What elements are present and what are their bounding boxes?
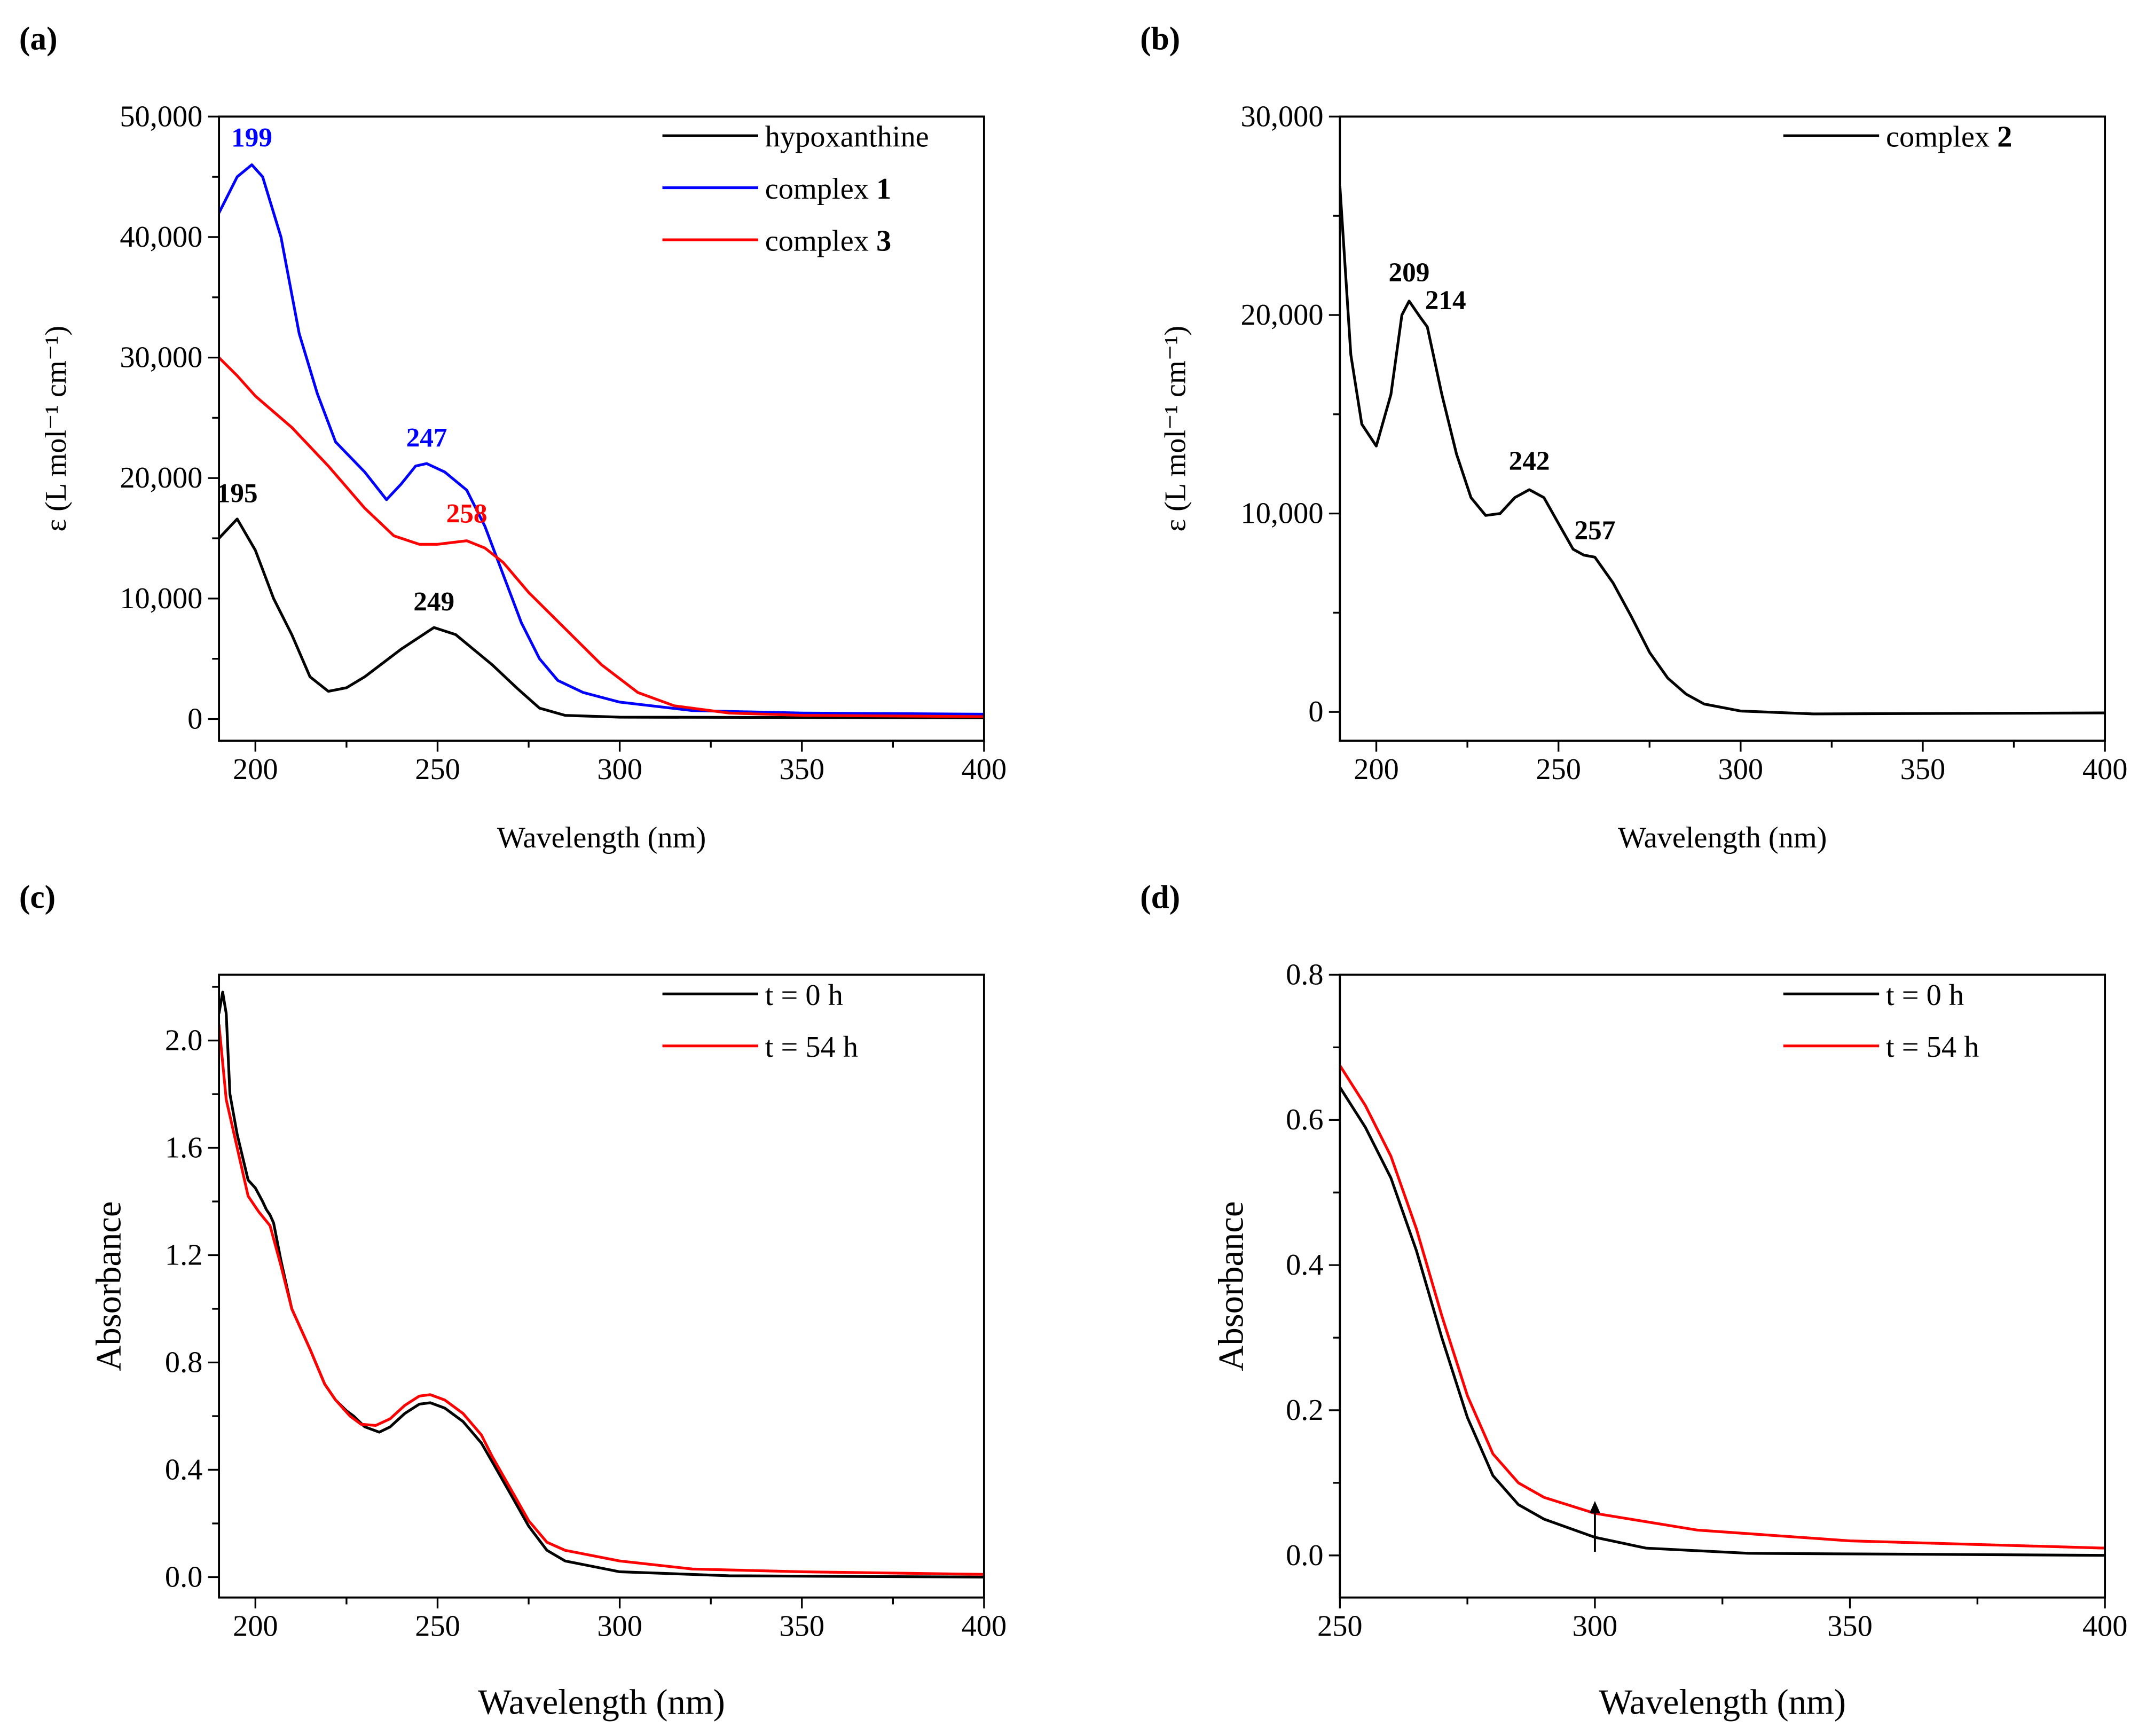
- x-axis-title: Wavelength (nm): [478, 1683, 725, 1722]
- x-axis-title: Wavelength (nm): [1599, 1683, 1846, 1722]
- peak-label: 242: [1509, 446, 1550, 476]
- peak-label: 249: [413, 586, 454, 617]
- series-line-2: [219, 356, 984, 718]
- chart-panel-b: (b) complex 2 200 250 300 350 400 0 10,000 20,000…: [1140, 21, 2127, 854]
- x-tick-label: 200: [1354, 753, 1399, 786]
- x-tick-label: 250: [1536, 753, 1581, 786]
- y-tick-label: 10,000: [120, 582, 202, 615]
- peak-label: 195: [217, 478, 258, 508]
- arrow-up-icon: [1589, 1501, 1601, 1513]
- legend-label-bold: 2: [1997, 121, 2012, 154]
- plot-frame: [218, 115, 985, 742]
- x-tick-label: 400: [962, 1609, 1007, 1643]
- legend-label-bold: 3: [876, 225, 891, 258]
- x-tick-label: 200: [233, 753, 278, 786]
- y-tick-label: 20,000: [120, 461, 202, 494]
- y-tick-label: 0.0: [165, 1560, 202, 1593]
- legend-label: complex 3: [765, 225, 891, 258]
- panel-label: (b): [1140, 21, 1180, 57]
- x-tick-label: 350: [1900, 753, 1946, 786]
- x-tick-label: 350: [779, 1609, 824, 1643]
- legend-label: complex 1: [765, 172, 891, 206]
- x-tick-label: 300: [597, 1609, 642, 1643]
- y-tick-label: 0.8: [165, 1346, 202, 1379]
- y-tick-label: 50,000: [120, 100, 202, 133]
- y-tick-label: 0.4: [165, 1453, 202, 1486]
- x-tick-label: 350: [779, 753, 824, 786]
- y-tick-label: 0: [187, 702, 202, 735]
- panel-label: (c): [19, 879, 56, 915]
- x-axis-title: Wavelength (nm): [497, 821, 706, 854]
- x-tick-label: 250: [415, 753, 460, 786]
- x-tick-label: 250: [1317, 1609, 1363, 1643]
- y-axis-title: Absorbance: [1212, 1201, 1251, 1371]
- plot-frame: [1339, 973, 2106, 1599]
- plot-frame: [1339, 115, 2106, 742]
- series-line-0: [1340, 186, 2105, 716]
- y-tick-label: 0: [1308, 695, 1323, 728]
- peak-label: 247: [406, 423, 447, 453]
- x-tick-label: 250: [415, 1609, 460, 1643]
- series-line-1: [219, 1024, 984, 1576]
- y-tick-label: 0.8: [1286, 958, 1323, 991]
- x-tick-label: 300: [1718, 753, 1764, 786]
- panel-label: (d): [1140, 879, 1180, 915]
- y-tick-label: 2.0: [165, 1024, 202, 1057]
- peak-label: 209: [1389, 257, 1430, 288]
- x-tick-label: 300: [1573, 1609, 1618, 1643]
- legend-label: hypoxanthine: [765, 121, 929, 154]
- peak-label: 199: [231, 123, 272, 153]
- y-tick-label: 1.6: [165, 1131, 202, 1164]
- x-axis-title: Wavelength (nm): [1618, 821, 1827, 854]
- legend-label: t = 0 h: [765, 979, 843, 1012]
- x-tick-label: 400: [2082, 1609, 2128, 1643]
- chart-panel-a: (a) hypoxanthine complex 1 complex 3 200 250 3…: [19, 21, 1007, 854]
- y-tick-label: 0.4: [1286, 1248, 1323, 1282]
- y-tick-label: 0.0: [1286, 1539, 1323, 1572]
- legend-label: t = 0 h: [1886, 979, 1964, 1012]
- panel-label: (a): [19, 21, 58, 57]
- series-line-1: [1340, 1064, 2105, 1550]
- x-tick-label: 200: [233, 1609, 278, 1643]
- legend-label: complex 2: [1886, 121, 2012, 154]
- legend-label: t = 54 h: [1886, 1031, 1979, 1064]
- y-tick-label: 30,000: [120, 341, 202, 374]
- y-tick-label: 30,000: [1241, 100, 1324, 133]
- y-tick-label: 40,000: [120, 221, 202, 254]
- peak-label: 258: [446, 499, 488, 529]
- series-line-0: [219, 517, 984, 719]
- x-tick-label: 400: [962, 753, 1007, 786]
- y-tick-label: 0.2: [1286, 1394, 1323, 1427]
- series-line-0: [1340, 1086, 2105, 1557]
- x-tick-label: 400: [2082, 753, 2128, 786]
- y-tick-label: 20,000: [1241, 299, 1324, 332]
- y-tick-label: 10,000: [1241, 497, 1324, 530]
- legend-label-bold: 1: [876, 172, 891, 206]
- y-axis-title: ε (L mol⁻¹ cm⁻¹): [1159, 326, 1192, 532]
- x-tick-label: 300: [597, 753, 642, 786]
- y-tick-label: 0.6: [1286, 1103, 1323, 1136]
- chart-panel-c: (c) t = 0 h t = 54 h 200 250 300 350 400 0.0 0.4 0…: [19, 879, 1007, 1722]
- peak-label: 214: [1425, 285, 1466, 316]
- chart-panel-d: (d) t = 0 h t = 54 h 250 300 350 400 0.0 0.2 0.4 0…: [1140, 879, 2127, 1722]
- series-line-1: [219, 163, 984, 716]
- series-line-0: [219, 991, 984, 1579]
- plot-frame: [218, 973, 985, 1599]
- y-tick-label: 1.2: [165, 1238, 202, 1271]
- y-axis-title: ε (L mol⁻¹ cm⁻¹): [40, 326, 73, 532]
- y-axis-title: Absorbance: [90, 1201, 129, 1371]
- legend-label: t = 54 h: [765, 1031, 858, 1064]
- peak-label: 257: [1574, 515, 1615, 546]
- x-tick-label: 350: [1827, 1609, 1873, 1643]
